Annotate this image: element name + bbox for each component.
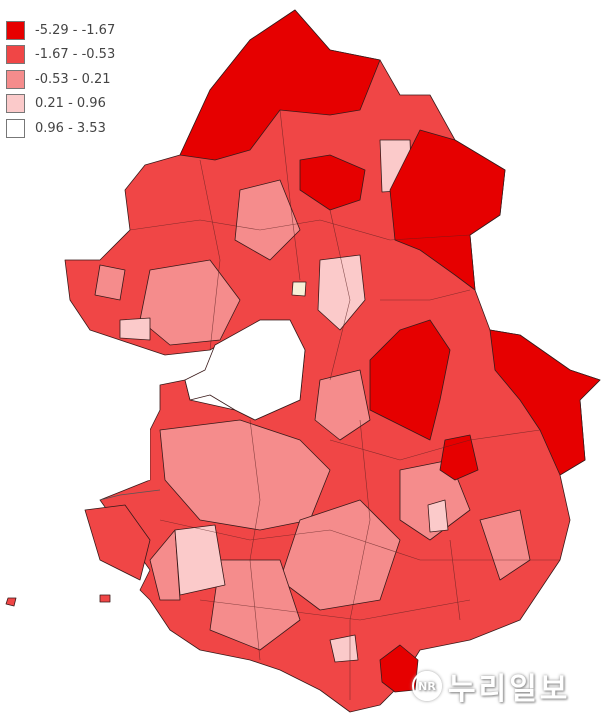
region-coastal-west [84, 504, 151, 581]
watermark: NR 누리일보 [412, 664, 570, 708]
legend-label: -5.29 - -1.67 [35, 22, 116, 38]
legend-label: 0.96 - 3.53 [35, 120, 106, 136]
regions-class-1 [179, 9, 601, 693]
regions-class-4 [119, 139, 449, 663]
legend-item: -0.53 - 0.21 [6, 67, 115, 92]
legend-swatch [6, 20, 25, 40]
legend-item: 0.21 - 0.96 [6, 92, 115, 117]
watermark-logo-icon: NR [412, 671, 442, 701]
region-class-5 [291, 281, 307, 297]
legend-swatch [6, 69, 25, 89]
seoul-hole [184, 319, 306, 421]
legend-item: 0.96 - 3.53 [6, 116, 115, 141]
legend-label: 0.21 - 0.96 [35, 96, 106, 112]
legend-swatch [6, 45, 25, 65]
legend-item: -1.67 - -0.53 [6, 43, 115, 68]
coastline [99, 489, 161, 501]
legend-swatch [6, 118, 25, 138]
region-island [99, 594, 111, 603]
watermark-text: 누리일보 [448, 672, 571, 707]
sea-area [60, 345, 150, 490]
legend: -5.29 - -1.67 -1.67 - -0.53 -0.53 - 0.21… [6, 18, 115, 141]
boundary-lines [129, 109, 560, 700]
region-island [5, 597, 17, 607]
legend-label: -0.53 - 0.21 [35, 71, 111, 87]
legend-item: -5.29 - -1.67 [6, 18, 115, 43]
legend-swatch [6, 94, 25, 114]
legend-label: -1.67 - -0.53 [35, 47, 116, 63]
regions-class-3 [94, 179, 531, 651]
